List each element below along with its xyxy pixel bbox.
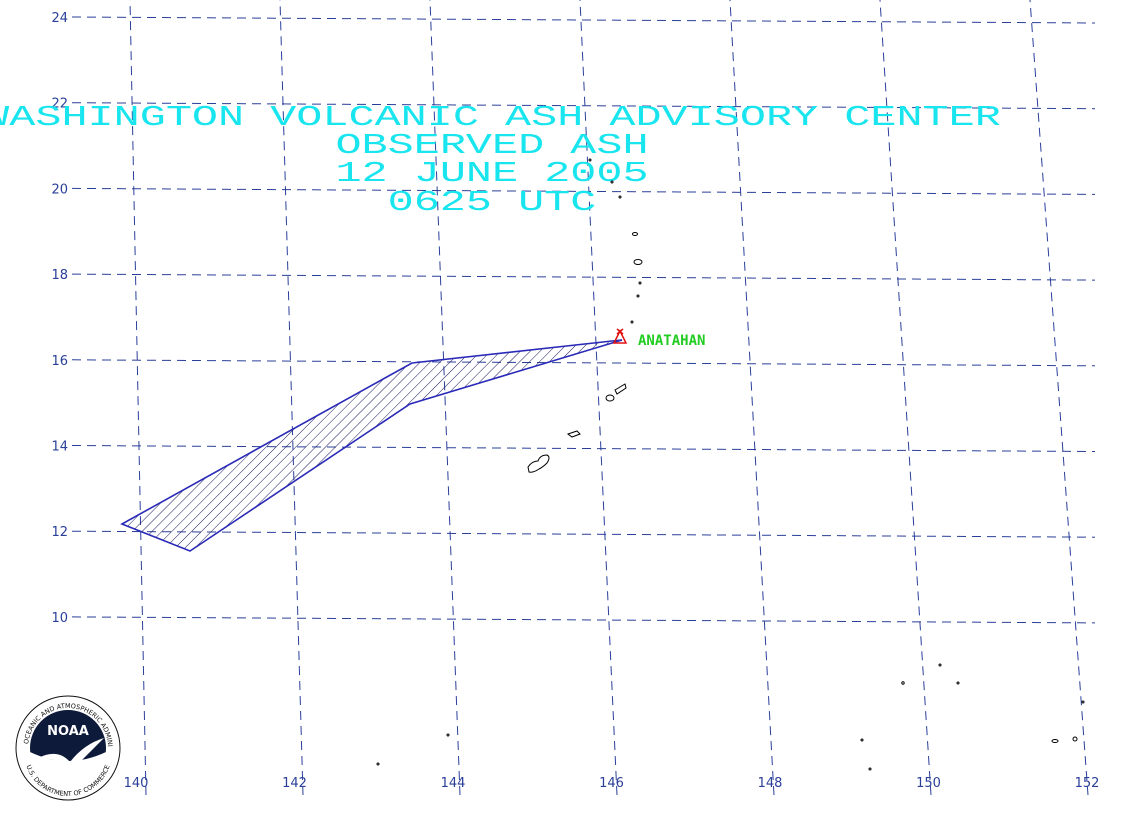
longitude-line [279,0,304,796]
latitude-line [71,16,1096,24]
title-line: 0625 UTC [388,186,597,219]
latitude-label: 14 [51,440,68,455]
latitude-label: 12 [51,525,68,540]
longitude-line [1029,0,1089,796]
volcano-label: ANATAHAN [638,333,705,349]
longitude-label: 144 [441,776,466,791]
latitude-line [71,359,1096,367]
longitude-label: 150 [916,776,941,791]
latitude-label: 24 [51,11,68,26]
longitude-line [579,0,618,796]
title-block: WASHINGTON VOLCANIC ASH ADVISORY CENTER … [0,101,1001,219]
latitude-line [71,187,1096,195]
latitude-label: 16 [51,354,68,369]
title-line: WASHINGTON VOLCANIC ASH ADVISORY CENTER [0,101,1001,134]
longitude-line [429,0,461,796]
longitude-label: 146 [599,776,624,791]
longitude-line [129,0,147,796]
longitude-label: 148 [758,776,783,791]
latitude-line [71,445,1096,452]
logo-name: NOAA [47,724,89,739]
volcano-marker [612,328,628,344]
graticule: 24 22 20 18 16 14 12 10 140 142 144 146 148 150 152 [51,0,1100,796]
longitude-label: 142 [282,776,307,791]
latitude-line [71,616,1096,624]
latitude-line [71,102,1096,110]
longitude-line [729,0,775,796]
title-line: OBSERVED ASH [335,129,648,162]
observed-ash-area [120,339,623,552]
latitude-line [71,530,1096,538]
longitude-label: 140 [124,776,149,791]
islands [376,158,1085,771]
longitude-label: 152 [1075,776,1100,791]
latitude-label: 10 [51,611,68,626]
latitude-label: 20 [51,182,68,197]
longitude-line [879,0,932,796]
latitude-line [71,273,1096,281]
latitude-label: 22 [51,97,68,112]
latitude-label: 18 [51,268,68,283]
title-line: 12 JUNE 2005 [335,157,648,190]
